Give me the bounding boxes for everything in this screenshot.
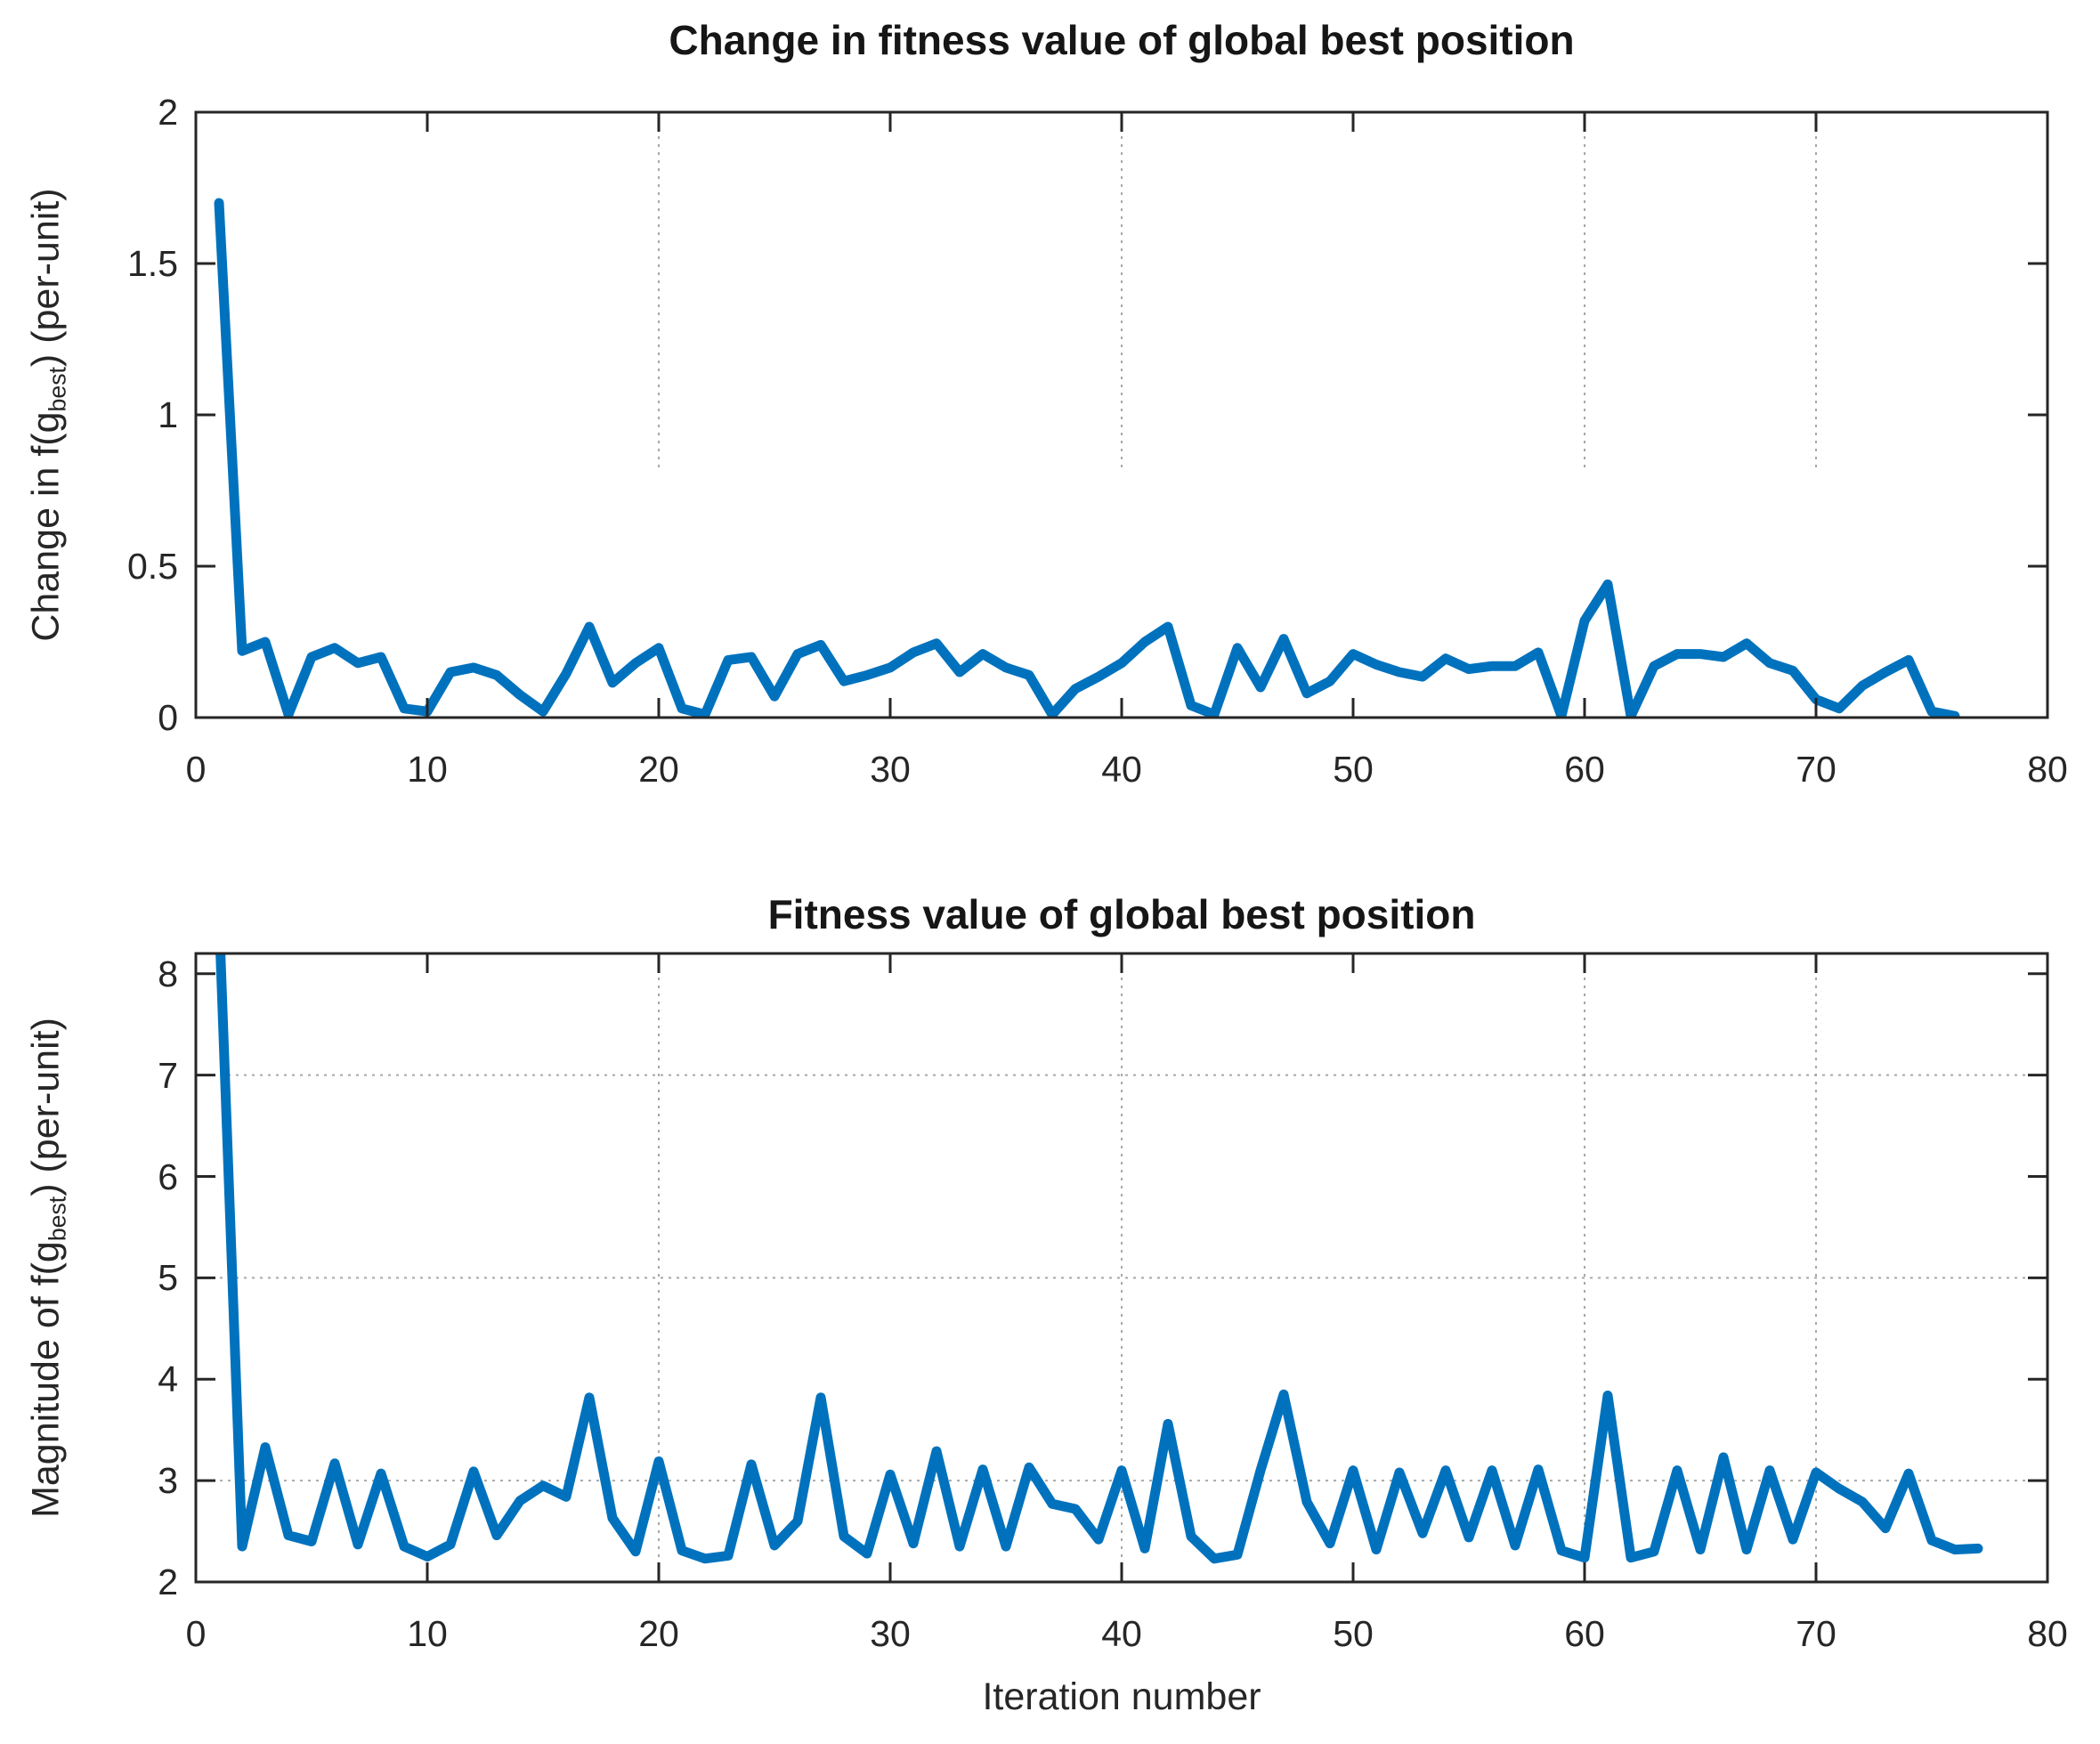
- y-tick-label: 1.5: [127, 243, 178, 284]
- bottom-chart-ylabel-subscript: best: [44, 1196, 71, 1242]
- x-tick-label: 30: [870, 749, 911, 790]
- bottom-chart-series-line: [215, 953, 1983, 1564]
- x-axis-label: Iteration number: [982, 1675, 1261, 1718]
- y-tick-label: 1: [158, 394, 178, 435]
- y-tick-label: 6: [158, 1156, 178, 1197]
- top-chart-title: Change in fitness value of global best p…: [669, 17, 1575, 63]
- y-tick-label: 0.5: [127, 546, 178, 587]
- x-tick-label: 10: [407, 749, 448, 790]
- y-tick-label: 7: [158, 1054, 178, 1096]
- bottom-chart-axes-frame: [194, 952, 2049, 1584]
- x-tick-label: 70: [1796, 749, 1836, 790]
- x-tick-label: 40: [1101, 1613, 1142, 1654]
- y-tick-label: 5: [158, 1257, 178, 1299]
- x-tick-label: 10: [407, 1613, 448, 1654]
- top-chart-ylabel-text: Change in f(g: [24, 411, 68, 642]
- x-tick-label: 30: [870, 1613, 911, 1654]
- x-tick-label: 40: [1101, 749, 1142, 790]
- y-tick-label: 2: [158, 1561, 178, 1602]
- x-tick-label: 80: [2027, 749, 2068, 790]
- y-tick-label: 2: [158, 92, 178, 133]
- x-tick-label: 70: [1796, 1613, 1836, 1654]
- bottom-chart: [194, 952, 2049, 1584]
- x-tick-label: 50: [1333, 1613, 1374, 1654]
- x-tick-label: 20: [638, 749, 679, 790]
- y-tick-label: 3: [158, 1460, 178, 1502]
- top-chart-series-line: [214, 198, 1960, 718]
- x-tick-label: 60: [1564, 1613, 1605, 1654]
- y-tick-label: 8: [158, 953, 178, 994]
- top-chart-axes-frame: [194, 110, 2049, 719]
- x-tick-label: 0: [185, 749, 207, 790]
- x-tick-label: 20: [638, 1613, 679, 1654]
- y-tick-label: 4: [158, 1359, 178, 1400]
- x-tick-label: 80: [2027, 1613, 2068, 1654]
- x-tick-label: 50: [1333, 749, 1374, 790]
- top-chart: [194, 110, 2049, 719]
- x-tick-label: 0: [185, 1613, 207, 1654]
- y-tick-label: 0: [158, 697, 178, 738]
- x-tick-label: 60: [1564, 749, 1605, 790]
- bottom-chart-title: Fitness value of global best position: [767, 891, 1476, 937]
